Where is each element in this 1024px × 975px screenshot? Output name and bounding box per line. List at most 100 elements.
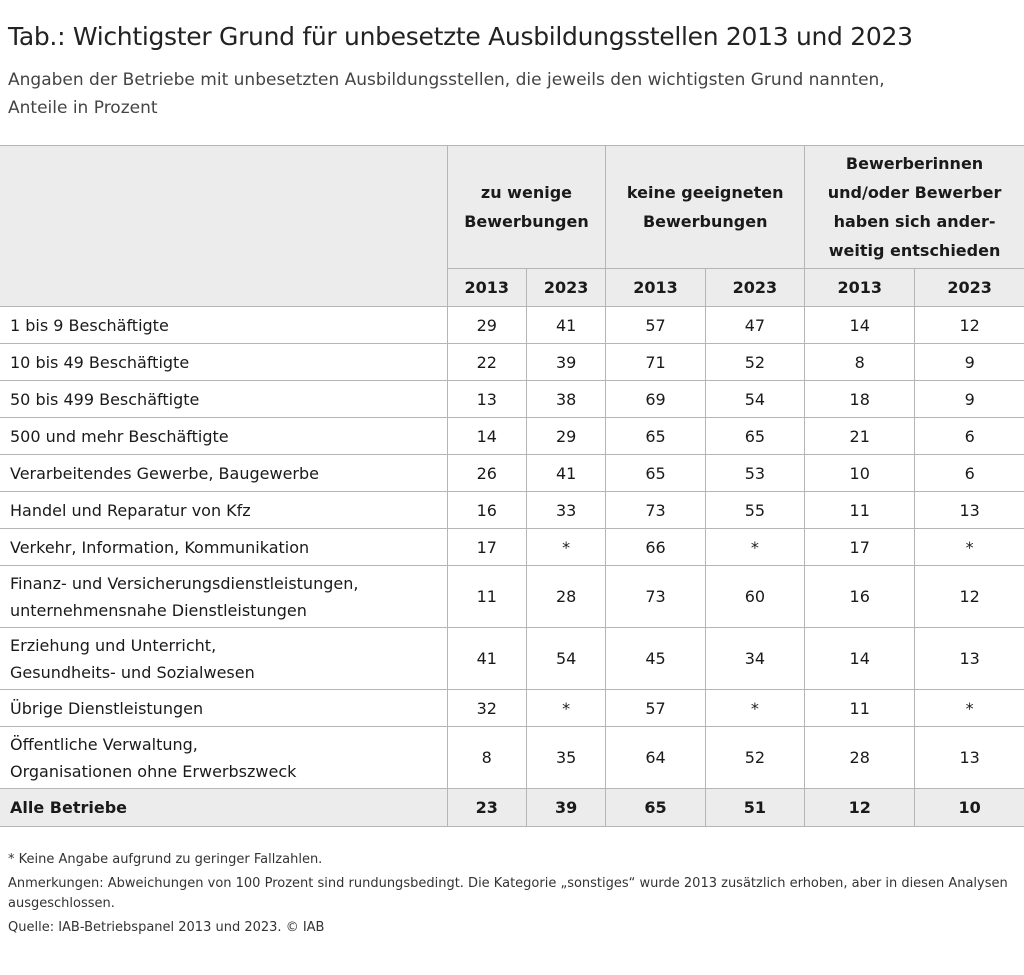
data-table: zu wenige Bewerbungen keine geeigneten Be… [0, 145, 1024, 827]
value-cell: 65 [605, 417, 706, 455]
value-cell: 55 [704, 491, 806, 529]
group-header: zu wenige Bewerbungen [446, 145, 607, 269]
value-cell: * [914, 689, 1024, 727]
row-label: 1 bis 9 Beschäftigte [0, 306, 448, 344]
value-cell: 52 [704, 343, 806, 381]
year-header: 2013 [447, 268, 527, 307]
value-cell: 11 [804, 689, 916, 727]
value-cell: 13 [914, 491, 1024, 529]
table-body: 1 bis 9 Beschäftigte 29 41 57 47 14 12 10 bis 4… [0, 306, 1024, 827]
value-cell: 14 [446, 417, 527, 455]
value-cell: 71 [605, 343, 706, 381]
group-header: Bewerberinnen und/oder Bewerber haben si… [804, 145, 1024, 269]
row-label: Übrige Dienstleistungen [0, 689, 448, 727]
value-cell: 34 [704, 627, 806, 690]
value-cell: 54 [704, 380, 806, 418]
value-cell: 13 [914, 726, 1024, 789]
value-cell: 29 [446, 306, 527, 344]
value-cell: 8 [446, 726, 527, 789]
value-cell: 65 [605, 788, 706, 827]
value-cell: 52 [704, 726, 806, 789]
value-cell: * [704, 689, 806, 727]
row-label: 500 und mehr Beschäftigte [0, 417, 448, 455]
value-cell: 12 [914, 565, 1024, 628]
table-row: Handel und Reparatur von Kfz 16 33 73 55 11 13 [0, 491, 1024, 529]
year-header: 2023 [525, 268, 607, 307]
value-cell: 65 [704, 417, 806, 455]
value-cell: 41 [446, 627, 527, 690]
group-header: keine geeigneten Bewerbungen [605, 145, 806, 269]
value-cell: 73 [605, 565, 706, 628]
value-cell: 69 [605, 380, 706, 418]
row-label: Öffentliche Verwaltung, Organisationen o… [0, 726, 448, 789]
table-row: Verkehr, Information, Kommunikation 17 * 66… [0, 528, 1024, 566]
value-cell: 17 [804, 528, 916, 566]
value-cell: 29 [525, 417, 607, 455]
table-row: 50 bis 499 Beschäftigte 13 38 69 54 18 9 [0, 380, 1024, 418]
row-label: Alle Betriebe [0, 788, 448, 827]
value-cell: 64 [605, 726, 706, 789]
value-cell: 21 [804, 417, 916, 455]
group-row: zu wenige Bewerbungen keine geeigneten Be… [0, 145, 1024, 307]
title: Tab.: Wichtigster Grund für unbesetzte A… [8, 22, 913, 51]
value-cell: 10 [804, 454, 916, 492]
row-label: Verkehr, Information, Kommunikation [0, 528, 448, 566]
value-cell: 17 [446, 528, 527, 566]
corner-cell [0, 145, 448, 307]
value-cell: 73 [605, 491, 706, 529]
value-cell: 18 [804, 380, 916, 418]
row-label: Handel und Reparatur von Kfz [0, 491, 448, 529]
value-cell: 39 [525, 788, 607, 827]
value-cell: 12 [914, 306, 1024, 344]
value-cell: 45 [605, 627, 706, 690]
value-cell: 10 [914, 788, 1024, 827]
table-row: Übrige Dienstleistungen 32 * 57 * 11 * [0, 689, 1024, 727]
notes: * Keine Angabe aufgrund zu geringer Fall… [8, 850, 1008, 942]
value-cell: * [704, 528, 806, 566]
note: Quelle: IAB-Betriebspanel 2013 und 2023.… [8, 920, 325, 935]
value-cell: * [525, 689, 607, 727]
note: Anmerkungen: Abweichungen von 100 Prozen… [8, 876, 1008, 911]
note: * Keine Angabe aufgrund zu geringer Fall… [8, 852, 323, 867]
value-cell: 60 [704, 565, 806, 628]
value-cell: 57 [605, 306, 706, 344]
value-cell: 9 [914, 380, 1024, 418]
subtitle: Angaben der Betriebe mit unbesetzten Aus… [8, 70, 885, 118]
value-cell: 13 [446, 380, 527, 418]
table-row: Alle Betriebe 23 39 65 51 12 10 [0, 788, 1024, 827]
value-cell: 6 [914, 454, 1024, 492]
value-cell: 26 [446, 454, 527, 492]
value-cell: 38 [525, 380, 607, 418]
row-label: Erziehung und Unterricht, Gesundheits- u… [0, 627, 448, 690]
value-cell: 16 [804, 565, 916, 628]
row-label: Verarbeitendes Gewerbe, Baugewerbe [0, 454, 448, 492]
value-cell: 65 [605, 454, 706, 492]
value-cell: 9 [914, 343, 1024, 381]
table-head: zu wenige Bewerbungen keine geeigneten Be… [0, 145, 1024, 307]
value-cell: 54 [525, 627, 607, 690]
year-header: 2013 [804, 268, 916, 307]
value-cell: 57 [605, 689, 706, 727]
value-cell: 16 [446, 491, 527, 529]
value-cell: 51 [704, 788, 806, 827]
year-header: 2013 [605, 268, 706, 307]
value-cell: 41 [525, 454, 607, 492]
table-row: Finanz- und Versicherungsdienstleistunge… [0, 565, 1024, 628]
value-cell: 47 [704, 306, 806, 344]
value-cell: 66 [605, 528, 706, 566]
row-label: Finanz- und Versicherungsdienstleistunge… [0, 565, 448, 628]
value-cell: 11 [446, 565, 527, 628]
value-cell: 8 [804, 343, 916, 381]
value-cell: 23 [446, 788, 527, 827]
value-cell: 14 [804, 627, 916, 690]
value-cell: 28 [525, 565, 607, 628]
year-header: 2023 [704, 268, 806, 307]
value-cell: 33 [525, 491, 607, 529]
value-cell: 6 [914, 417, 1024, 455]
value-cell: 32 [446, 689, 527, 727]
value-cell: 12 [804, 788, 916, 827]
row-label: 10 bis 49 Beschäftigte [0, 343, 448, 381]
table-row: Erziehung und Unterricht, Gesundheits- u… [0, 627, 1024, 690]
value-cell: 35 [525, 726, 607, 789]
